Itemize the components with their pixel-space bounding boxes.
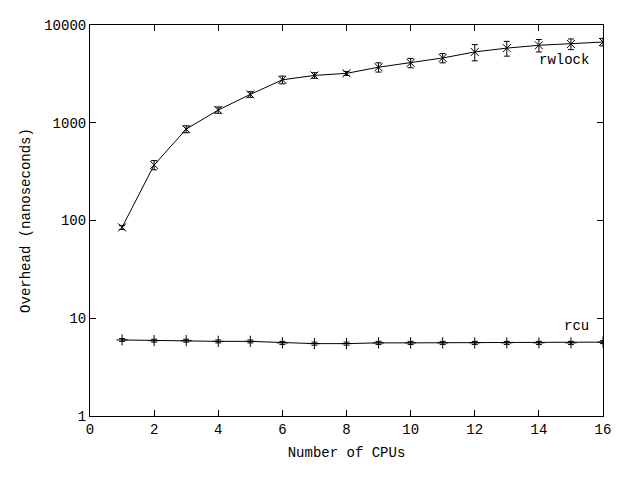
svg-text:6: 6 [278, 422, 286, 438]
svg-text:4: 4 [214, 422, 222, 438]
svg-text:10: 10 [402, 422, 419, 438]
svg-text:rwlock: rwlock [539, 52, 589, 68]
svg-text:8: 8 [342, 422, 350, 438]
svg-text:10000: 10000 [44, 18, 86, 34]
svg-text:Number of CPUs: Number of CPUs [288, 445, 406, 461]
svg-text:rcu: rcu [564, 318, 589, 334]
svg-text:12: 12 [466, 422, 483, 438]
svg-text:1000: 1000 [53, 116, 87, 132]
svg-text:14: 14 [530, 422, 547, 438]
svg-text:Overhead (nanoseconds): Overhead (nanoseconds) [18, 128, 34, 313]
svg-text:16: 16 [595, 422, 612, 438]
svg-text:10: 10 [69, 311, 86, 327]
svg-text:100: 100 [61, 213, 86, 229]
svg-text:2: 2 [150, 422, 158, 438]
svg-text:0: 0 [86, 422, 94, 438]
svg-text:1: 1 [78, 409, 86, 425]
